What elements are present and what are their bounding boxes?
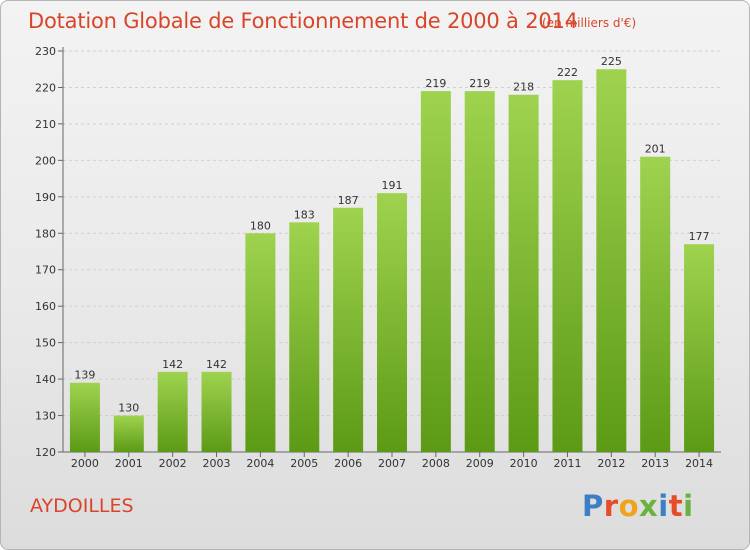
chart-subtitle: (en milliers d'€) bbox=[542, 16, 637, 30]
y-tick-label: 170 bbox=[35, 264, 56, 277]
data-label: 139 bbox=[74, 369, 95, 382]
data-label: 142 bbox=[162, 358, 183, 371]
bar bbox=[201, 371, 232, 452]
data-label: 219 bbox=[425, 77, 446, 90]
bars bbox=[69, 69, 715, 453]
data-label: 218 bbox=[513, 81, 534, 94]
x-tick-label: 2006 bbox=[334, 457, 362, 470]
logo-letter: P bbox=[582, 489, 604, 523]
x-tick-label: 2000 bbox=[71, 457, 99, 470]
bar bbox=[377, 193, 407, 452]
logo-letter: t bbox=[668, 489, 684, 523]
labels: 120 130 140 150 160 170 180 190 200 210 220 230 139 2… bbox=[35, 45, 713, 470]
y-tick-label: 130 bbox=[35, 410, 56, 423]
bar bbox=[684, 244, 715, 452]
x-tick-label: 2014 bbox=[685, 457, 713, 470]
logo-letter: i bbox=[683, 489, 694, 523]
data-label: 219 bbox=[469, 77, 490, 90]
bar bbox=[69, 382, 100, 452]
x-tick-label: 2007 bbox=[378, 457, 406, 470]
chart-title: Dotation Globale de Fonctionnement de 20… bbox=[28, 9, 578, 33]
data-label: 177 bbox=[689, 230, 710, 243]
data-label: 187 bbox=[338, 194, 359, 207]
proxiti-logo: Proxiti bbox=[582, 489, 694, 523]
logo-letter: o bbox=[618, 489, 640, 523]
y-tick-label: 180 bbox=[35, 227, 56, 240]
data-label: 180 bbox=[250, 219, 271, 232]
data-label: 142 bbox=[206, 358, 227, 371]
data-label: 191 bbox=[382, 179, 403, 192]
y-tick-label: 160 bbox=[35, 300, 56, 313]
logo-letter: r bbox=[603, 489, 619, 523]
bar bbox=[596, 69, 627, 453]
commune-name: AYDOILLES bbox=[30, 495, 134, 517]
x-tick-label: 2004 bbox=[246, 457, 274, 470]
bar bbox=[289, 222, 320, 452]
x-tick-label: 2012 bbox=[597, 457, 625, 470]
x-tick-label: 2003 bbox=[203, 457, 231, 470]
bar bbox=[333, 207, 364, 452]
bar bbox=[420, 91, 451, 452]
y-tick-label: 120 bbox=[35, 446, 56, 459]
y-tick-label: 190 bbox=[35, 191, 56, 204]
y-tick-label: 210 bbox=[35, 118, 56, 131]
bar bbox=[464, 91, 495, 452]
y-tick-label: 140 bbox=[35, 373, 56, 386]
bar bbox=[640, 156, 671, 452]
data-label: 201 bbox=[645, 143, 666, 156]
y-tick-label: 200 bbox=[35, 154, 56, 167]
data-label: 225 bbox=[601, 55, 622, 68]
x-tick-label: 2005 bbox=[290, 457, 318, 470]
y-tick-label: 220 bbox=[35, 81, 56, 94]
bar bbox=[157, 371, 188, 452]
bar bbox=[245, 233, 276, 452]
x-tick-label: 2013 bbox=[641, 457, 669, 470]
data-label: 183 bbox=[294, 208, 315, 221]
data-label: 222 bbox=[557, 66, 578, 79]
bar bbox=[508, 94, 539, 452]
x-tick-label: 2010 bbox=[510, 457, 538, 470]
x-tick-label: 2008 bbox=[422, 457, 450, 470]
data-label: 130 bbox=[118, 402, 139, 415]
y-tick-label: 150 bbox=[35, 337, 56, 350]
y-tick-label: 230 bbox=[35, 45, 56, 58]
x-tick-label: 2011 bbox=[553, 457, 581, 470]
bar bbox=[552, 80, 583, 452]
x-tick-label: 2002 bbox=[159, 457, 187, 470]
bar bbox=[113, 415, 144, 452]
logo-letter: i bbox=[658, 489, 669, 523]
x-tick-label: 2009 bbox=[466, 457, 494, 470]
logo-letter: x bbox=[639, 489, 659, 523]
x-tick-label: 2001 bbox=[115, 457, 143, 470]
